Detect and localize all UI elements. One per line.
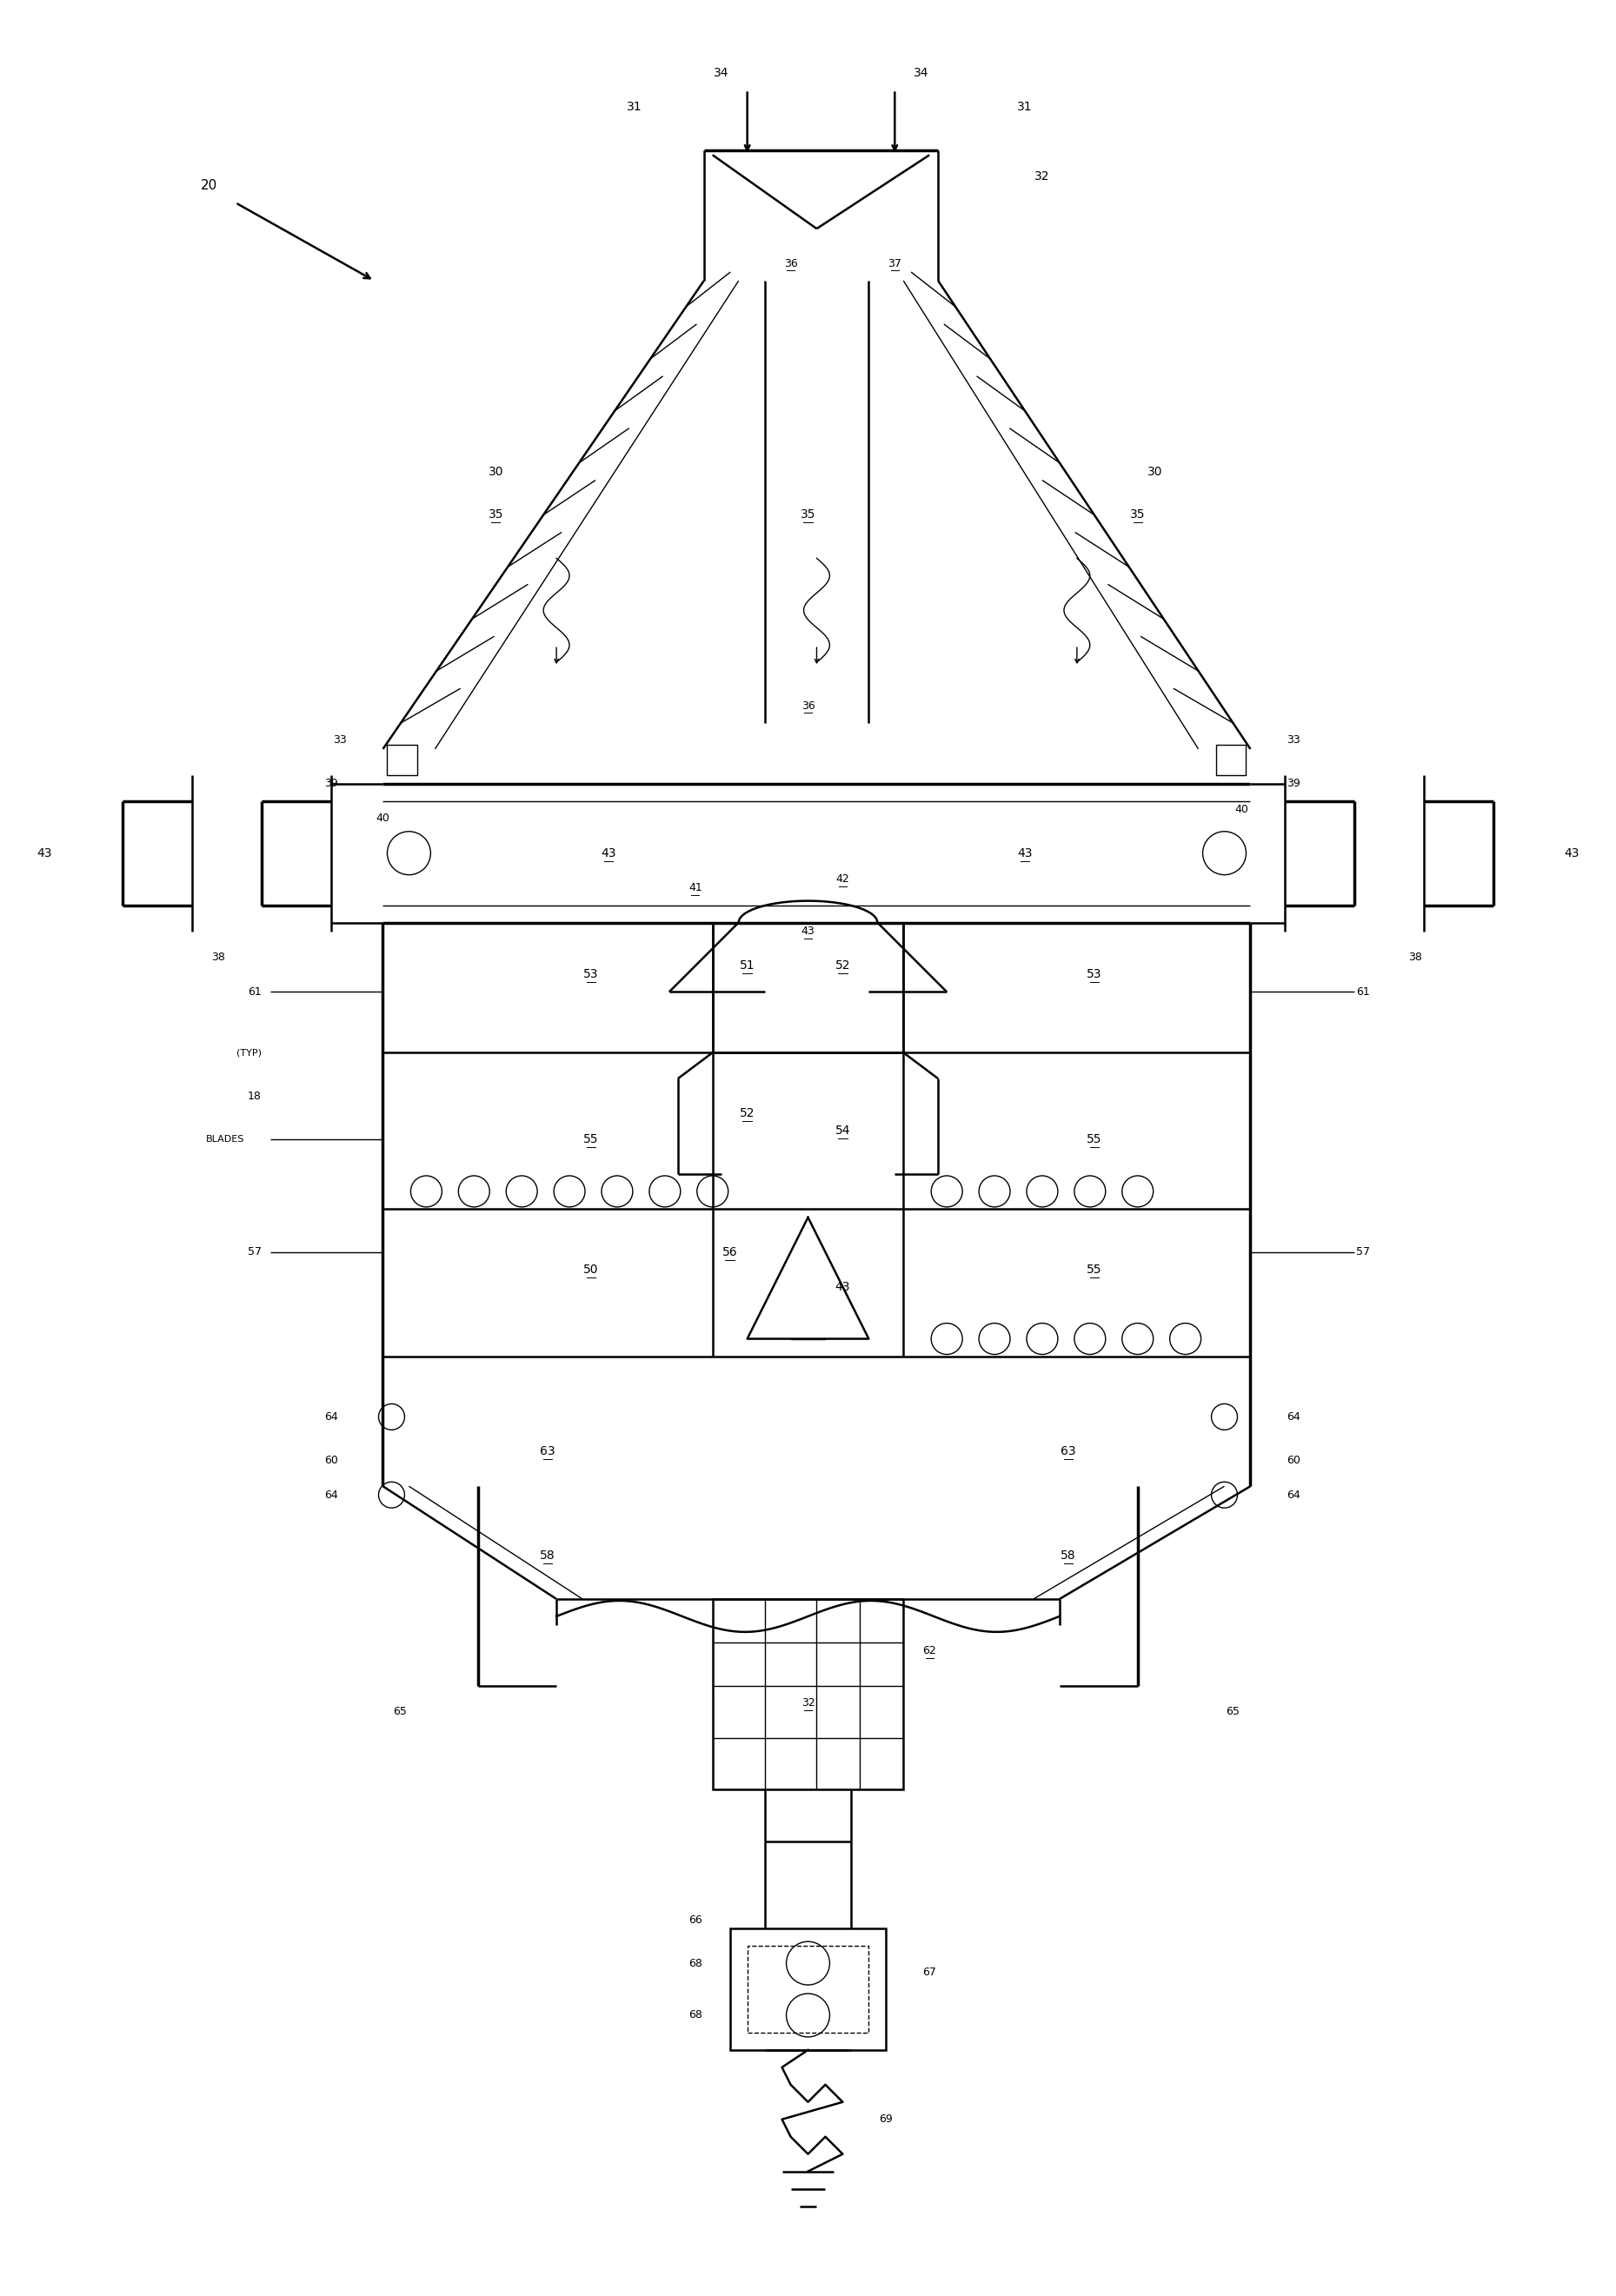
Text: 39: 39 [325,778,338,790]
Text: 43: 43 [802,925,814,937]
Text: 68: 68 [688,2009,701,2020]
Text: 55: 55 [583,1134,598,1146]
Text: 66: 66 [688,1915,701,1926]
Text: 40: 40 [377,813,389,824]
Text: 64: 64 [325,1490,338,1502]
Text: 58: 58 [540,1550,556,1561]
Text: 35: 35 [800,510,816,521]
Text: 43: 43 [1564,847,1579,859]
Text: 43: 43 [37,847,52,859]
Text: 18: 18 [247,1091,262,1102]
Text: 39: 39 [1286,778,1301,790]
Text: 35: 35 [1130,510,1146,521]
Text: 33: 33 [1286,735,1301,746]
Text: 55: 55 [1086,1134,1102,1146]
Text: 58: 58 [1060,1550,1076,1561]
Text: 43: 43 [1018,847,1033,859]
Text: 31: 31 [1016,101,1033,113]
Text: 52: 52 [835,960,850,971]
Text: 62: 62 [923,1646,936,1658]
Text: 38: 38 [1409,951,1422,962]
Text: 60: 60 [1286,1456,1301,1465]
Bar [747,1947,869,2032]
Bar [1215,744,1246,776]
Text: 64: 64 [1286,1490,1301,1502]
Text: 32: 32 [802,1697,814,1708]
Bar [713,1598,903,1791]
Text: 43: 43 [601,847,616,859]
Text: 64: 64 [325,1412,338,1424]
Text: 53: 53 [1086,969,1102,980]
Text: 50: 50 [583,1263,598,1277]
Text: 36: 36 [802,700,814,712]
Text: 60: 60 [323,1456,338,1465]
Text: 41: 41 [688,882,701,893]
Text: (TYP): (TYP) [236,1049,262,1056]
Text: 57: 57 [1356,1247,1370,1258]
Text: 61: 61 [247,987,262,996]
Text: 30: 30 [488,466,503,478]
Bar [730,1929,886,2050]
Text: 43: 43 [835,1281,850,1293]
Text: 36: 36 [784,257,797,269]
Text: 20: 20 [200,179,218,193]
Text: 35: 35 [488,510,503,521]
Text: 40: 40 [1235,804,1249,815]
Text: 69: 69 [879,2115,894,2126]
Text: 34: 34 [913,67,928,78]
Text: BLADES: BLADES [205,1134,244,1143]
Text: 64: 64 [1286,1412,1301,1424]
Text: 34: 34 [714,67,729,78]
Text: 53: 53 [583,969,598,980]
Text: 38: 38 [212,951,225,962]
Text: 65: 65 [393,1706,407,1717]
Bar [388,744,417,776]
Text: 56: 56 [722,1247,737,1258]
Bar [790,1313,826,1339]
Text: 61: 61 [1356,987,1370,996]
Text: 63: 63 [1060,1446,1076,1458]
Polygon shape [747,1217,869,1339]
Text: 37: 37 [887,257,902,269]
Bar [713,923,903,1052]
Text: 65: 65 [1227,1706,1239,1717]
Text: 63: 63 [540,1446,556,1458]
Text: 30: 30 [1147,466,1162,478]
Text: 68: 68 [688,1958,701,1970]
Text: 42: 42 [835,872,850,884]
Text: 32: 32 [1034,170,1050,184]
Text: 57: 57 [247,1247,262,1258]
Text: 31: 31 [627,101,642,113]
Text: 33: 33 [333,735,346,746]
Text: 51: 51 [740,960,755,971]
Text: 67: 67 [923,1965,936,1977]
Text: 54: 54 [835,1125,850,1137]
Text: 52: 52 [740,1107,755,1120]
Text: 55: 55 [1086,1263,1102,1277]
